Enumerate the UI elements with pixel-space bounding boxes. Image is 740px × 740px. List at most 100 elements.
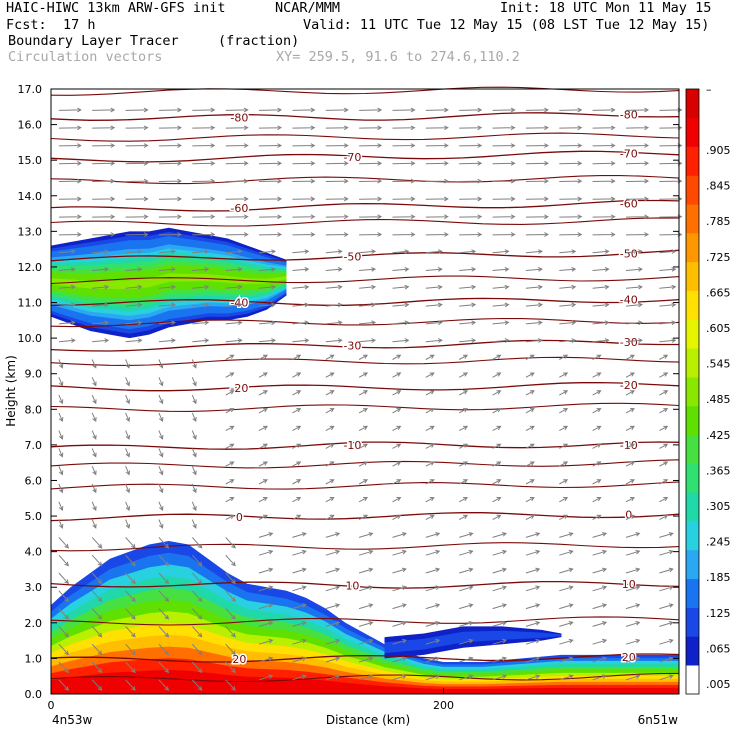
circulation-vector xyxy=(592,284,610,290)
circulation-vector xyxy=(625,107,650,113)
circulation-vector xyxy=(292,249,310,254)
contour-label: -10 xyxy=(343,439,361,452)
colorbar-swatch xyxy=(686,636,699,666)
circulation-vector xyxy=(392,320,410,326)
circulation-vector xyxy=(659,621,674,627)
contour-label: -80 xyxy=(230,111,248,124)
circulation-vector xyxy=(258,249,277,254)
circulation-vector xyxy=(392,674,407,681)
contour-label: -40 xyxy=(230,297,248,310)
circulation-vector xyxy=(459,549,474,556)
circulation-vector xyxy=(659,125,683,131)
circulation-vector xyxy=(525,125,549,131)
circulation-vector xyxy=(58,320,76,326)
contour-label: -70 xyxy=(343,151,361,164)
temperature-contour xyxy=(50,175,680,185)
circulation-vector xyxy=(659,497,669,503)
circulation-vector xyxy=(459,196,483,202)
colorbar-label: .905 xyxy=(706,144,731,157)
axes-layer: 0.0 1.0 2.0 3.0 4.0 5.0 6.0 7.0 8.0 9.0 10.0 11.0 12… xyxy=(4,83,679,727)
circulation-vector xyxy=(425,656,441,663)
colorbar-swatch xyxy=(686,578,699,608)
circulation-vector xyxy=(325,178,349,184)
circulation-vector xyxy=(125,302,143,308)
y-tick-label: 17.0 xyxy=(18,83,43,96)
circulation-vector xyxy=(292,443,302,449)
temperature-contour xyxy=(50,441,680,450)
x-right-end-label: 6n51w xyxy=(638,713,679,727)
circulation-vector xyxy=(425,461,435,467)
circulation-vector xyxy=(125,249,143,254)
circulation-vector xyxy=(559,143,583,148)
circulation-vector xyxy=(592,549,608,556)
circulation-vector xyxy=(625,302,643,308)
circulation-vector xyxy=(192,267,210,272)
circulation-vector xyxy=(192,214,216,220)
circulation-vector xyxy=(125,643,136,656)
circulation-vector xyxy=(192,125,216,131)
header-model: HAIC-HIWC 13km ARW-GFS init xyxy=(6,0,226,16)
circulation-vector xyxy=(659,549,674,556)
circulation-vector xyxy=(225,338,243,343)
circulation-vector xyxy=(425,107,449,113)
circulation-vector xyxy=(392,408,402,414)
circulation-vector xyxy=(592,585,608,592)
circulation-vector xyxy=(225,626,236,638)
circulation-vector xyxy=(158,643,170,656)
circulation-vector xyxy=(225,320,243,326)
circulation-vector xyxy=(492,390,502,396)
circulation-vector xyxy=(125,143,149,148)
circulation-vector xyxy=(625,497,635,503)
circulation-vector xyxy=(458,408,469,414)
circulation-vector xyxy=(492,461,502,467)
header-fcst-value: 17 h xyxy=(63,17,96,33)
colorbar-swatch xyxy=(686,434,699,464)
circulation-vector xyxy=(191,483,197,494)
colorbar-label: .065 xyxy=(706,642,731,655)
circulation-vector xyxy=(125,483,130,494)
circulation-vector xyxy=(58,267,76,272)
circulation-vector xyxy=(492,549,508,556)
circulation-vector xyxy=(425,514,435,521)
circulation-vector xyxy=(258,621,274,627)
y-tick-label: 16.0 xyxy=(18,119,43,132)
circulation-vector xyxy=(225,178,249,184)
circulation-vector xyxy=(525,320,543,326)
contour-label: -80 xyxy=(620,108,638,121)
circulation-vector xyxy=(592,479,602,485)
circulation-vector xyxy=(258,532,274,538)
circulation-vector xyxy=(292,461,302,467)
circulation-vector xyxy=(358,549,374,556)
circulation-vector xyxy=(492,214,516,220)
circulation-vector xyxy=(125,232,149,237)
circulation-vector xyxy=(325,390,335,396)
temperature-contour xyxy=(50,132,680,142)
circulation-vector xyxy=(292,621,307,627)
colorbar-swatch xyxy=(686,233,699,263)
circulation-vector xyxy=(659,320,677,326)
circulation-vector xyxy=(125,284,143,290)
circulation-vector xyxy=(125,572,136,585)
circulation-vector xyxy=(492,320,510,326)
circulation-vector xyxy=(258,354,268,360)
circulation-vector xyxy=(625,461,635,467)
circulation-vector xyxy=(492,354,502,360)
circulation-vector xyxy=(191,572,203,585)
circulation-vector xyxy=(125,537,136,549)
circulation-vector xyxy=(458,372,469,378)
circulation-vector xyxy=(459,284,477,290)
circulation-vector xyxy=(458,443,469,449)
circulation-vector xyxy=(525,249,543,254)
circulation-vector xyxy=(525,425,535,432)
circulation-vector xyxy=(58,125,82,131)
circulation-vector xyxy=(158,590,170,602)
circulation-vector xyxy=(359,302,377,308)
circulation-vector xyxy=(292,585,307,592)
circulation-vector xyxy=(125,448,130,458)
circulation-vector xyxy=(58,302,76,308)
circulation-vector xyxy=(525,160,549,166)
circulation-vector xyxy=(91,430,97,440)
colorbar-swatch xyxy=(686,405,699,436)
circulation-vector xyxy=(192,232,216,237)
circulation-vector xyxy=(659,585,674,592)
